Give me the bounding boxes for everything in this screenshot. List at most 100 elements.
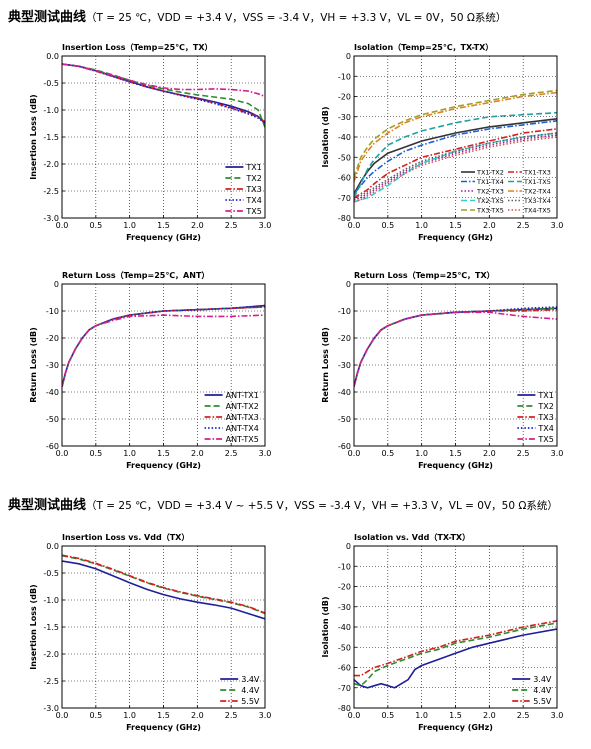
x-tick-label: 2.5 xyxy=(517,711,530,720)
x-axis-label: Frequency (GHz) xyxy=(126,233,201,242)
chart-title: Isolation（Temp=25℃，TX-TX） xyxy=(354,42,493,52)
plot-frame xyxy=(353,283,558,447)
y-tick-label: -20 xyxy=(46,334,59,343)
y-tick-label: 0 xyxy=(346,280,351,289)
legend-label: TX5 xyxy=(245,207,261,216)
legend-label: 3.4V xyxy=(241,675,260,684)
legend-label: TX1-TX3 xyxy=(523,169,551,177)
legend-label: ANT-TX3 xyxy=(226,413,259,422)
y-tick-label: -10 xyxy=(338,72,351,81)
legend-label: ANT-TX4 xyxy=(226,424,259,433)
section-title: 典型测试曲线 xyxy=(8,498,87,513)
y-tick-label: -30 xyxy=(46,361,59,370)
x-tick-label: 2.0 xyxy=(483,711,496,720)
y-tick-label: -70 xyxy=(338,684,351,693)
x-tick-label: 1.5 xyxy=(449,449,462,458)
x-tick-label: 3.0 xyxy=(551,711,564,720)
plot-frame xyxy=(353,545,558,709)
x-tick-label: 0.5 xyxy=(89,449,102,458)
legend-label: TX4 xyxy=(245,196,261,205)
legend-label: TX3-TX5 xyxy=(476,207,504,215)
series-line-tx3-tx4 xyxy=(354,132,557,199)
y-tick-label: -0.5 xyxy=(43,569,59,578)
y-axis-label: Return Loss (dB) xyxy=(321,327,330,403)
y-tick-label: -1.0 xyxy=(43,596,59,605)
x-tick-label: 0.0 xyxy=(348,449,361,458)
section-conditions: （T = 25 ℃，VDD = +3.4 V，VSS = -3.4 V，VH =… xyxy=(86,12,507,24)
legend-label: TX2-TX5 xyxy=(476,197,504,205)
y-tick-label: -2.5 xyxy=(43,677,59,686)
x-tick-label: 3.0 xyxy=(259,221,272,230)
legend-label: TX1-TX4 xyxy=(476,178,504,186)
x-tick-label: 0.5 xyxy=(381,711,394,720)
series-line-5-5v xyxy=(354,620,557,677)
x-tick-label: 1.5 xyxy=(449,711,462,720)
legend-label: TX1-TX5 xyxy=(523,178,551,186)
plot-frame xyxy=(61,545,266,709)
legend-label: 5.5V xyxy=(533,697,552,706)
legend-label: TX1-TX2 xyxy=(476,169,504,177)
series-line-3-4v xyxy=(354,628,557,689)
y-tick-label: -60 xyxy=(338,174,351,183)
x-tick-label: 1.5 xyxy=(449,221,462,230)
series-line-tx2-tx3 xyxy=(354,134,557,201)
legend-label: 5.5V xyxy=(241,697,260,706)
series-line-tx1 xyxy=(62,63,265,125)
x-tick-label: 2.0 xyxy=(191,711,204,720)
y-tick-label: -20 xyxy=(338,334,351,343)
y-tick-label: -2.0 xyxy=(43,650,59,659)
y-axis-label: Return Loss (dB) xyxy=(29,327,38,403)
x-tick-label: 2.5 xyxy=(225,711,238,720)
legend-label: TX4-TX5 xyxy=(523,207,551,215)
y-axis-label: Isolation (dB) xyxy=(321,106,330,167)
y-tick-label: 0 xyxy=(54,280,59,289)
y-axis-label: Insertion Loss (dB) xyxy=(29,584,38,669)
y-tick-label: 0.0 xyxy=(46,542,59,551)
x-tick-label: 1.5 xyxy=(157,221,170,230)
series-line-tx2-tx5 xyxy=(354,132,557,203)
x-axis-label: Frequency (GHz) xyxy=(126,723,201,732)
chart-insertion-loss-tx: Insertion Loss（Temp=25℃，TX） 0.0 0.5 1.0 1.5 2… xyxy=(29,42,272,242)
x-tick-label: 2.5 xyxy=(225,221,238,230)
y-axis-label: Isolation (dB) xyxy=(321,596,330,657)
section-conditions: （T = 25 ℃，VDD = +3.4 V ~ +5.5 V，VSS = -3… xyxy=(86,500,558,512)
x-tick-label: 1.0 xyxy=(123,449,136,458)
x-tick-label: 0.5 xyxy=(89,221,102,230)
y-tick-label: 0 xyxy=(346,542,351,551)
x-tick-label: 3.0 xyxy=(259,711,272,720)
x-tick-label: 0.5 xyxy=(381,449,394,458)
x-tick-label: 1.0 xyxy=(415,449,428,458)
x-tick-label: 3.0 xyxy=(259,449,272,458)
x-axis-label: Frequency (GHz) xyxy=(418,233,493,242)
chart-isolation-vs-vdd: Isolation vs. Vdd（TX-TX） 0.0 0.5 1.0 1.5 2.0 2… xyxy=(321,532,564,732)
legend-label: TX5 xyxy=(537,435,553,444)
series-line-tx3 xyxy=(354,308,557,387)
x-tick-label: 0.0 xyxy=(56,221,69,230)
x-tick-label: 1.0 xyxy=(123,221,136,230)
chart-title: Insertion Loss（Temp=25℃，TX） xyxy=(62,42,213,52)
y-tick-label: -80 xyxy=(338,214,351,223)
y-tick-label: -40 xyxy=(338,388,351,397)
y-tick-label: -0.5 xyxy=(43,79,59,88)
series-line-tx2-tx4 xyxy=(354,91,557,182)
y-tick-label: -40 xyxy=(46,388,59,397)
series-line-tx5 xyxy=(354,311,557,387)
x-tick-label: 2.0 xyxy=(483,449,496,458)
legend-label: TX2 xyxy=(245,174,261,183)
legend-label: TX3-TX4 xyxy=(523,197,551,205)
y-tick-label: -30 xyxy=(338,603,351,612)
chart-title: Return Loss（Temp=25℃，ANT） xyxy=(62,270,209,280)
x-tick-label: 0.0 xyxy=(56,711,69,720)
chart-title: Return Loss（Temp=25℃，TX） xyxy=(354,270,495,280)
series-line-ant-tx5 xyxy=(62,314,265,387)
x-axis-label: Frequency (GHz) xyxy=(418,461,493,470)
legend-label: TX3 xyxy=(245,185,261,194)
x-tick-label: 1.0 xyxy=(123,711,136,720)
legend-label: ANT-TX1 xyxy=(226,391,259,400)
section-title: 典型测试曲线 xyxy=(8,10,87,25)
y-tick-label: -10 xyxy=(338,307,351,316)
legend-label: TX3 xyxy=(537,413,553,422)
chart-return-loss-tx: Return Loss（Temp=25℃，TX） 0.0 0.5 1.0 1.5 2.0 2… xyxy=(321,270,563,470)
y-axis-label: Insertion Loss (dB) xyxy=(29,94,38,179)
y-tick-label: -3.0 xyxy=(43,704,59,713)
